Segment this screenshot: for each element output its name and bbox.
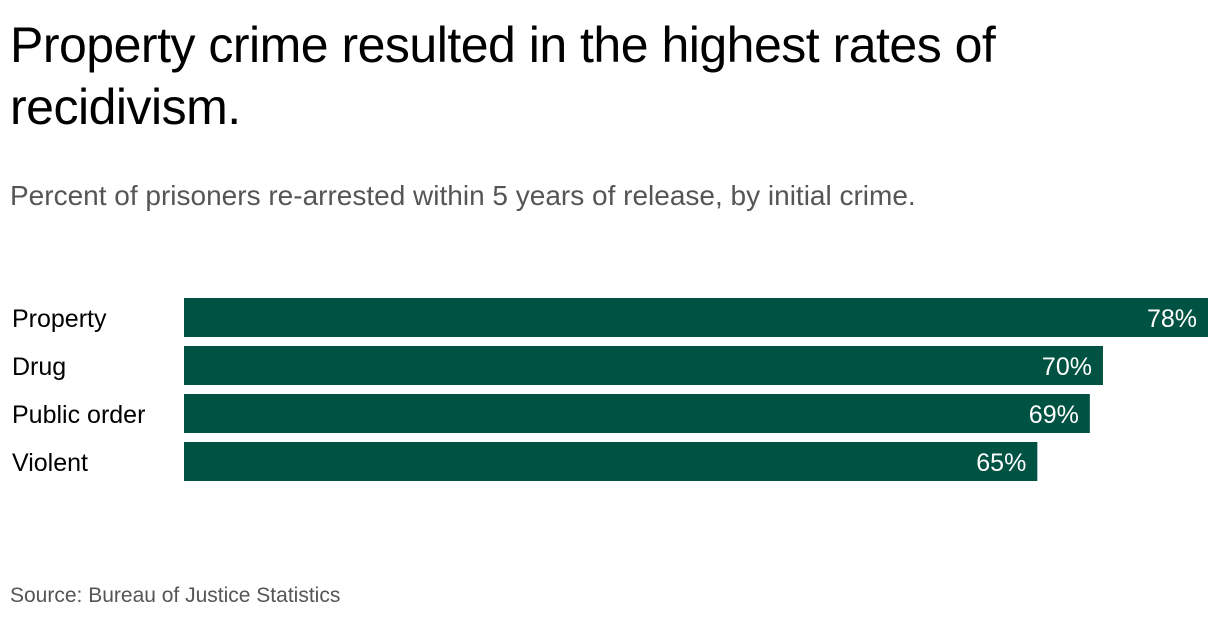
bar-drug (184, 346, 1103, 385)
category-label-property: Property (12, 305, 107, 333)
chart-subtitle: Percent of prisoners re-arrested within … (10, 180, 916, 211)
category-label-public-order: Public order (12, 401, 145, 429)
source-note: Source: Bureau of Justice Statistics (10, 584, 341, 607)
value-label-drug: 70% (1042, 353, 1092, 381)
chart-title: Property crime resulted in the highest r… (10, 17, 996, 135)
category-label-violent: Violent (12, 449, 88, 477)
value-label-violent: 65% (976, 449, 1026, 477)
bar-violent (184, 442, 1038, 481)
bar-public-order (184, 394, 1090, 433)
bar-chart: Property 78% Drug 70% Public order 69% Violent… (12, 298, 1208, 481)
bars-group: Property 78% Drug 70% Public order 69% Violent… (12, 298, 1208, 481)
bar-property (184, 298, 1208, 337)
value-label-property: 78% (1147, 305, 1197, 333)
category-label-drug: Drug (12, 353, 66, 381)
value-label-public-order: 69% (1029, 401, 1079, 429)
